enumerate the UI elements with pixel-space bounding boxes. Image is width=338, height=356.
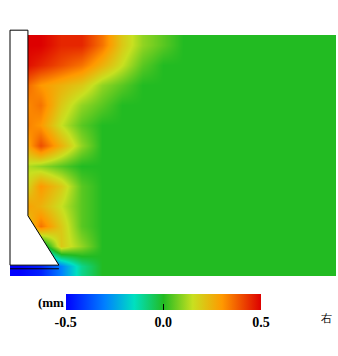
svg-text:0.0: 0.0 [154,315,172,330]
svg-text:右: 右 [321,312,332,325]
svg-text:0.5: 0.5 [252,315,270,330]
svg-text:-0.5: -0.5 [54,315,76,330]
svg-text:(mm: (mm [38,295,64,310]
